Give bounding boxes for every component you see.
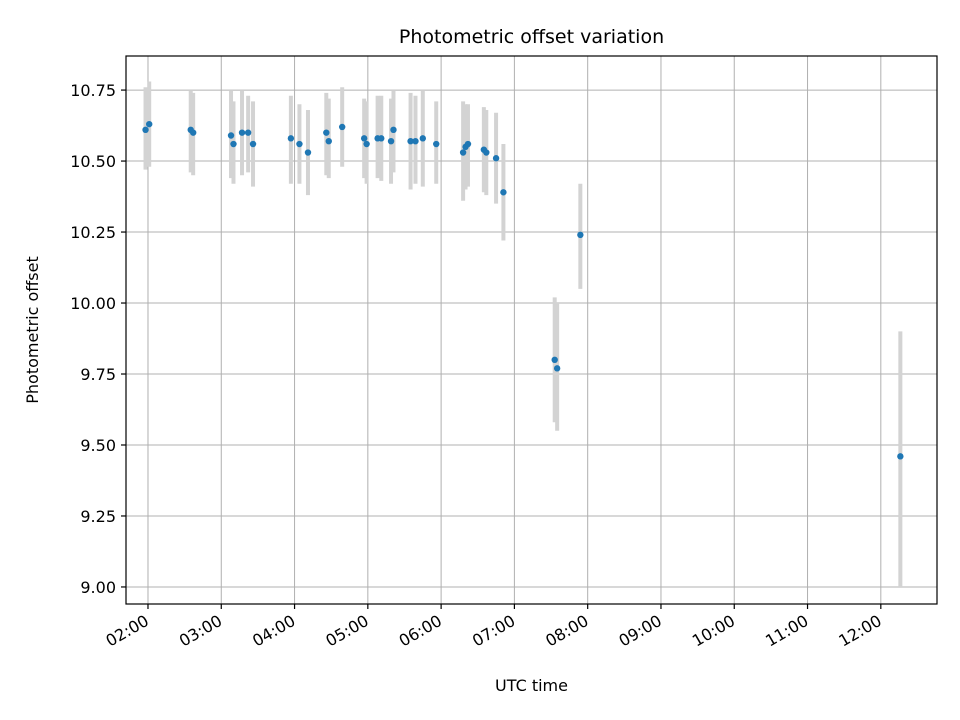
grid-lines xyxy=(126,56,937,604)
y-axis-label: Photometric offset xyxy=(23,256,42,404)
data-point xyxy=(459,149,467,156)
plot-area-frame xyxy=(125,55,938,605)
y-tick-label: 9.75 xyxy=(80,365,116,384)
data-point xyxy=(483,149,490,156)
x-axis-label: UTC time xyxy=(495,676,568,695)
data-point xyxy=(238,129,246,136)
y-tick-label: 10.50 xyxy=(70,152,116,171)
y-tick-label: 10.75 xyxy=(70,81,116,100)
data-point xyxy=(338,123,346,131)
data-point xyxy=(551,356,558,364)
data-point xyxy=(296,140,303,148)
chart-title: Photometric offset variation xyxy=(399,26,664,48)
y-tick-label: 9.50 xyxy=(80,436,116,455)
data-point xyxy=(412,137,419,145)
y-tick-label: 9.00 xyxy=(80,578,116,597)
data-point xyxy=(287,135,295,142)
data-point xyxy=(189,129,197,136)
data-point xyxy=(304,149,312,156)
data-point xyxy=(387,137,395,145)
data-point xyxy=(360,135,368,142)
data-point xyxy=(433,140,440,148)
data-point xyxy=(244,129,252,136)
data-point xyxy=(378,135,385,142)
y-tick-label: 9.25 xyxy=(80,507,116,526)
data-point xyxy=(492,155,500,162)
data-point xyxy=(553,365,561,372)
data-point xyxy=(363,140,370,148)
data-point xyxy=(142,126,149,134)
data-point xyxy=(227,132,235,139)
data-point xyxy=(146,120,153,128)
data-point xyxy=(464,140,472,148)
data-point xyxy=(230,140,237,148)
data-point xyxy=(419,135,426,142)
data-point xyxy=(249,140,257,148)
data-points xyxy=(142,120,904,460)
data-point xyxy=(407,137,414,145)
data-point xyxy=(390,126,397,134)
data-point xyxy=(897,453,904,460)
data-point xyxy=(323,129,330,136)
data-point xyxy=(325,137,332,145)
data-point xyxy=(577,231,584,239)
y-tick-label: 10.00 xyxy=(70,294,116,313)
y-tick-label: 10.25 xyxy=(70,223,116,242)
data-point xyxy=(500,189,507,196)
